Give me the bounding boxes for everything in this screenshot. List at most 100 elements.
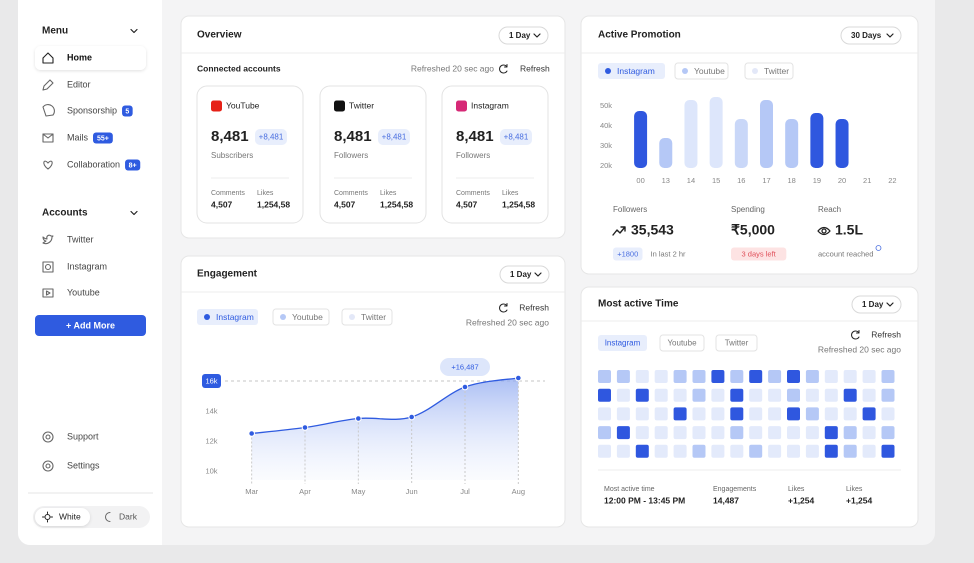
bar	[709, 97, 723, 168]
platform-name: Instagram	[471, 100, 509, 110]
tab-dot	[752, 68, 758, 74]
heat-cell	[824, 388, 838, 402]
tab[interactable]	[674, 62, 729, 80]
tab-dot	[682, 68, 688, 74]
tab-label[interactable]: Instagram	[617, 66, 655, 76]
tab[interactable]	[715, 334, 758, 352]
tab-label[interactable]: Youtube	[292, 312, 323, 322]
change-badge	[500, 129, 532, 145]
account-card	[196, 85, 304, 224]
account-link[interactable]: Youtube	[67, 287, 100, 297]
refresh-button[interactable]: Refresh	[871, 329, 901, 339]
annotation: +16,487	[451, 362, 478, 371]
sun-icon	[42, 511, 53, 523]
y-tick-label: 40k	[600, 121, 612, 130]
tab-label[interactable]: Instagram	[216, 312, 254, 322]
heat-cell	[843, 370, 857, 383]
tab-label[interactable]: Twitter	[764, 66, 789, 76]
refresh-button[interactable]: Refresh	[520, 63, 550, 73]
stat-value: 14,487	[713, 495, 739, 505]
platform-icon	[456, 100, 467, 112]
heat-cell	[768, 388, 782, 402]
stat-value: 1,254,58	[257, 199, 290, 209]
stat-value: ₹5,000	[731, 222, 775, 238]
stat-label: Likes	[502, 190, 519, 197]
heat-cell	[692, 388, 706, 402]
heat-cell	[824, 444, 838, 458]
stat-label: Comments	[211, 190, 245, 197]
dropdown[interactable]	[498, 26, 549, 45]
heat-cell	[730, 388, 744, 402]
menu-item[interactable]: Collaboration	[67, 159, 120, 169]
tab[interactable]	[659, 334, 705, 352]
menu-icon	[42, 133, 54, 143]
dropdown[interactable]	[840, 26, 902, 45]
chevron	[533, 33, 541, 38]
tab-label[interactable]: Twitter	[725, 339, 749, 348]
footer-link[interactable]: Settings	[67, 460, 100, 470]
dropdown-label: 1 Day	[509, 31, 531, 40]
tab[interactable]	[272, 308, 330, 326]
heat-cell	[787, 407, 800, 421]
theme-selected[interactable]	[35, 508, 90, 526]
account-icon	[42, 288, 54, 298]
point	[248, 430, 255, 437]
menu-item[interactable]: Sponsorship	[67, 105, 117, 115]
chevron	[886, 302, 894, 307]
point	[408, 413, 415, 421]
add-button[interactable]	[35, 315, 146, 336]
area	[251, 378, 519, 480]
stat-value: 1,254,58	[502, 199, 535, 209]
sidebar-edge	[140, 0, 162, 545]
heat-cell	[824, 407, 838, 421]
menu-icon	[42, 52, 54, 64]
tab[interactable]	[744, 62, 794, 80]
menu-icon	[42, 104, 55, 117]
card-title: Overview	[197, 30, 242, 41]
y-tick-label: 10k	[205, 466, 217, 475]
heat-cell	[711, 426, 725, 440]
bar	[760, 100, 773, 168]
heat-cell	[598, 444, 611, 458]
stat-label: Likes	[788, 486, 805, 493]
theme-option[interactable]: White	[59, 511, 81, 521]
account-link[interactable]: Twitter	[67, 234, 94, 244]
footer-link[interactable]: Support	[67, 431, 99, 441]
line	[251, 377, 519, 435]
account-link[interactable]: Instagram	[67, 261, 107, 271]
refresh-button[interactable]: Refresh	[519, 302, 549, 312]
dropdown[interactable]	[499, 265, 550, 284]
menu-item[interactable]: Editor	[67, 79, 91, 89]
refresh-icon	[499, 64, 508, 74]
tab[interactable]	[197, 309, 258, 325]
tab[interactable]	[598, 335, 647, 351]
tab-label[interactable]: Youtube	[667, 339, 697, 348]
tab[interactable]	[598, 63, 665, 79]
tab[interactable]	[341, 308, 393, 326]
stat-badge	[731, 247, 787, 261]
card-title: Most active Time	[598, 299, 679, 310]
tab-label[interactable]: Instagram	[605, 339, 641, 348]
y-tick-label: 12k	[205, 436, 217, 445]
tab-label[interactable]: Youtube	[694, 66, 725, 76]
y-tick-label: 14k	[205, 406, 217, 415]
chevron	[886, 33, 894, 38]
badge-label: 55+	[97, 135, 109, 142]
bar	[659, 138, 673, 168]
x-tick-label: 15	[712, 176, 720, 185]
tab-label[interactable]: Twitter	[361, 312, 386, 322]
theme-option[interactable]: Dark	[119, 511, 138, 521]
heat-cell	[843, 388, 857, 402]
x-tick-label: 16	[737, 176, 745, 185]
menu-item[interactable]: Mails	[67, 132, 89, 142]
heat-cell	[862, 388, 876, 402]
stat-value: +1,254	[846, 495, 873, 505]
dropdown[interactable]	[851, 295, 902, 314]
y-tick-label: 16k	[205, 376, 217, 385]
stat-label: Followers	[613, 205, 647, 214]
menu-item[interactable]: Home	[67, 52, 92, 62]
menu-item-selected[interactable]	[35, 46, 146, 70]
x-tick-label: 13	[662, 176, 670, 185]
footer-icon	[42, 431, 54, 443]
add-button-label[interactable]: + Add More	[66, 320, 115, 330]
